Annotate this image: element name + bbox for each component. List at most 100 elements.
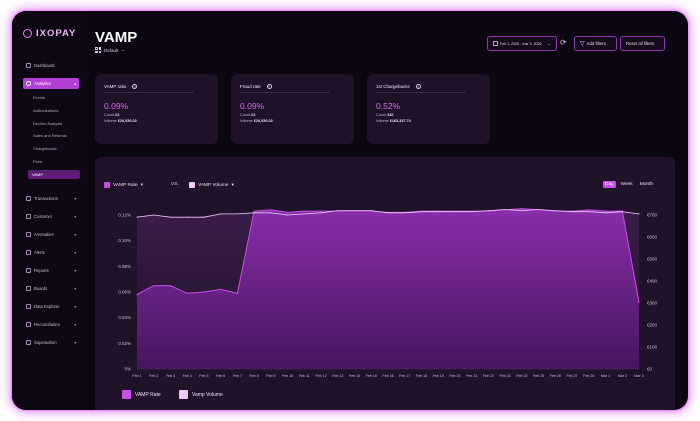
sidebar-item-anomalies[interactable]: Anomalies ▼	[23, 229, 79, 240]
series-a-selector[interactable]: VAMP Rate ▾	[104, 182, 143, 188]
y-right-tick-label: €600	[647, 235, 658, 240]
sidebar-subitem-events[interactable]: Events	[33, 95, 46, 100]
rate-point	[287, 211, 289, 213]
volume-point	[136, 216, 138, 218]
volume-point	[404, 212, 406, 214]
x-tick-label: Feb 9	[266, 374, 275, 378]
x-tick-label: Feb 26	[550, 374, 561, 378]
chevron-down-icon: ⌄	[547, 40, 551, 46]
volume-point	[521, 210, 523, 212]
rate-point	[638, 301, 640, 303]
sidebar-item-boards[interactable]: Boards ▼	[23, 283, 79, 294]
rate-point	[169, 285, 172, 287]
y-left-tick-label: 0.10%	[118, 238, 131, 243]
sidebar-item-reports[interactable]: Reports ▼	[23, 265, 79, 276]
kpi-count: Count 342	[376, 113, 481, 117]
rate-point	[320, 210, 322, 212]
sidebar-subitem-vamp[interactable]: VAMP	[28, 169, 80, 179]
info-icon[interactable]: ?	[132, 84, 138, 89]
y-right-tick-label: €700	[647, 213, 658, 218]
rate-point	[236, 292, 238, 294]
volume-point	[287, 214, 289, 216]
x-tick-label: Feb 24	[516, 374, 527, 378]
rate-point	[136, 294, 138, 296]
kpi-volume-value: €20,050.02	[253, 118, 273, 123]
rate-point	[588, 209, 590, 211]
sidebar-subitem-sales-and-refunds[interactable]: Sales and Refunds	[33, 133, 67, 139]
kpi-volume-label: Volume	[240, 118, 253, 123]
series-b-selector[interactable]: VAMP Volume ▾	[189, 182, 234, 188]
granularity-month[interactable]: Month	[639, 182, 654, 187]
sidebar-item-label: Boards	[34, 286, 48, 291]
reports-icon	[26, 268, 31, 273]
volume-point	[203, 216, 205, 218]
x-tick-label: Feb 10	[282, 374, 293, 378]
kpi-title: Fraud rate	[240, 84, 261, 89]
reset-filters-label: Reset all filters	[626, 41, 655, 46]
y-right-tick-label: €200	[647, 323, 658, 328]
info-icon[interactable]: ?	[415, 84, 421, 89]
x-tick-label: Mar 3	[634, 374, 643, 378]
volume-point	[387, 212, 389, 214]
volume-point	[337, 210, 339, 212]
rate-point	[604, 210, 607, 212]
refresh-icon[interactable]: ⟳	[560, 38, 567, 47]
volume-point	[303, 213, 305, 215]
y-right-tick-label: €300	[647, 301, 658, 306]
granularity-week[interactable]: Week	[620, 182, 633, 187]
y-left-tick-label: 0%	[124, 367, 131, 372]
rate-point	[270, 209, 272, 211]
granularity-day[interactable]: Day	[603, 181, 616, 188]
add-filters-button[interactable]: ▽ Add filters	[574, 36, 617, 51]
brand-logo[interactable]: IXOPAY	[23, 28, 76, 39]
sidebar-subitem-authorizations[interactable]: Authorizations	[33, 107, 59, 113]
calendar-icon	[493, 41, 498, 46]
series-a-swatch	[104, 182, 110, 188]
transactions-icon	[26, 196, 31, 201]
sidebar-item-dashboard[interactable]: Dashboard	[23, 60, 79, 71]
legend-item-volume[interactable]: Vamp Volume	[179, 390, 223, 399]
granularity-toggle: Day Week Month	[603, 181, 655, 188]
y-right-tick-label: €500	[647, 257, 658, 262]
reset-filters-button[interactable]: Reset all filters	[620, 36, 665, 51]
filter-icon: ▽	[580, 41, 585, 47]
sidebar-item-transactions[interactable]: Transactions ▼	[23, 193, 79, 204]
kpi-card-vamp-ratio: VAMP ratio? 0.09% Count 62 Volume €20,050.0…	[95, 74, 218, 144]
sidebar-item-analytics[interactable]: Analytics ▲	[23, 78, 79, 89]
kpi-header: 1st Chargebacks?	[376, 84, 481, 89]
grid-icon	[95, 47, 101, 53]
sidebar-item-alerts[interactable]: Alerts ▼	[23, 247, 79, 258]
chevron-down-icon: ▼	[73, 214, 77, 219]
chevron-up-icon: ▲	[73, 81, 77, 86]
sidebar-item-reconciliation[interactable]: Reconciliation ▼	[23, 319, 79, 330]
x-tick-label: Feb 22	[483, 374, 494, 378]
x-tick-label: Feb 1	[132, 374, 141, 378]
clock-icon	[26, 81, 31, 86]
view-selector[interactable]: Default ⌄	[95, 47, 125, 53]
sidebar-item-data-explorer[interactable]: Data Explorer ▼	[23, 301, 79, 312]
legend-swatch-volume	[179, 390, 188, 399]
date-range-picker[interactable]: Feb 1, 2026 - mar 3, 2026 ⌄	[487, 36, 557, 51]
sidebar-subitem-chargebacks[interactable]: Chargebacks	[33, 146, 57, 152]
x-tick-label: Feb 18	[416, 374, 427, 378]
legend-item-rate[interactable]: VAMP Rate	[122, 390, 161, 399]
rate-point	[153, 285, 155, 287]
info-icon[interactable]: ?	[266, 84, 272, 89]
chevron-down-icon: ▼	[73, 322, 77, 327]
sidebar-item-customer[interactable]: Customer ▼	[23, 211, 79, 222]
sidebar-item-superadmin[interactable]: Superadmin ▼	[23, 337, 79, 348]
data-explorer-icon	[26, 304, 31, 309]
volume-point	[421, 211, 422, 213]
volume-point	[538, 209, 540, 210]
x-tick-label: Feb 16	[382, 374, 393, 378]
y-left-tick-label: 0.04%	[118, 315, 131, 320]
sidebar-subitem-fees[interactable]: Fees	[33, 159, 42, 164]
sidebar: IXOPAY Dashboard Analytics ▲ Transactions ▼ C…	[12, 11, 86, 410]
rate-point	[220, 288, 222, 290]
sidebar-subitem-decline-analysis[interactable]: Decline Analysis	[33, 120, 63, 126]
volume-point	[153, 214, 155, 216]
home-icon	[26, 63, 31, 68]
rate-point	[521, 208, 523, 210]
volume-point	[638, 213, 640, 215]
kpi-volume: Volume €20,050.02	[104, 119, 209, 123]
